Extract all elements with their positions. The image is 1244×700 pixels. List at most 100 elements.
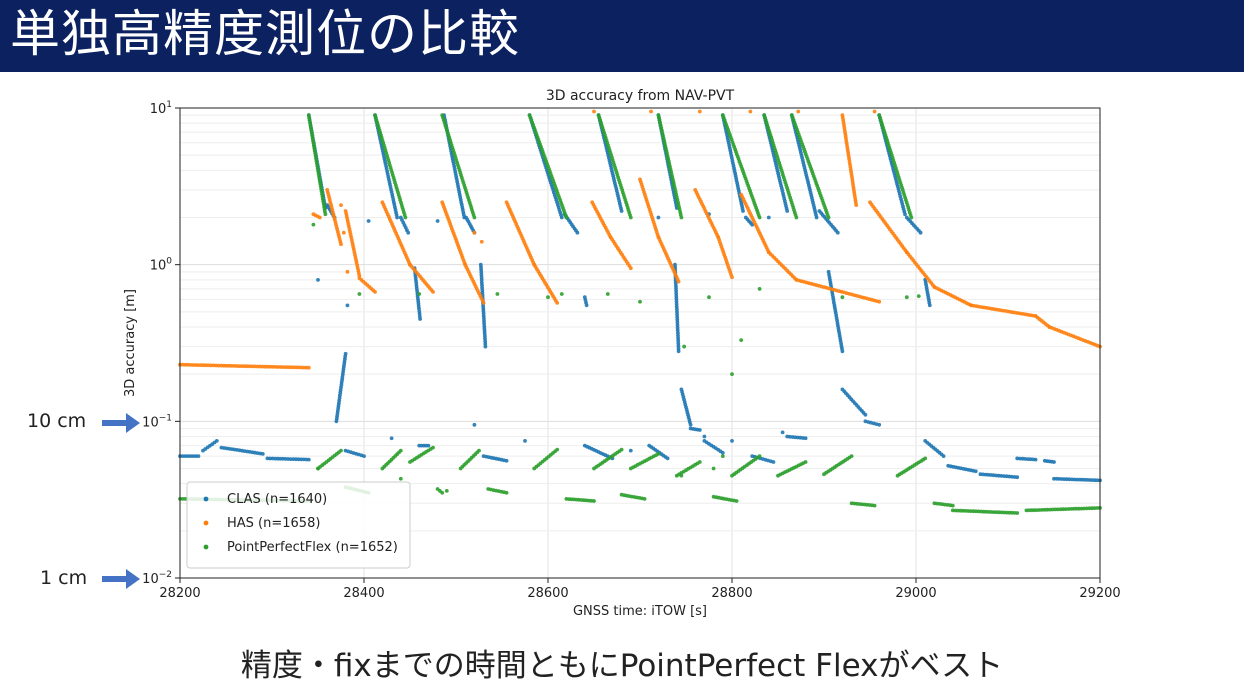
data-point bbox=[849, 454, 854, 458]
data-point bbox=[366, 219, 371, 223]
data-point bbox=[679, 473, 684, 478]
data-point bbox=[196, 363, 200, 367]
data-point bbox=[306, 365, 311, 370]
data-point bbox=[787, 434, 792, 439]
data-point bbox=[294, 365, 298, 370]
data-point bbox=[209, 363, 213, 368]
data-point bbox=[674, 291, 679, 296]
data-point bbox=[339, 242, 343, 247]
data-point bbox=[814, 215, 819, 220]
plot-frame bbox=[179, 107, 1101, 579]
data-point bbox=[431, 290, 435, 294]
data-point bbox=[741, 209, 745, 213]
axis-ticks: 28200 28400 28600 28800 29000 29200 101 100 10−1… bbox=[142, 100, 1121, 601]
legend-marker bbox=[203, 520, 209, 526]
data-point bbox=[1028, 457, 1033, 462]
data-point bbox=[734, 499, 739, 503]
data-point bbox=[472, 422, 477, 427]
data-point bbox=[766, 215, 771, 220]
data-point bbox=[1033, 457, 1038, 462]
data-point bbox=[268, 456, 272, 461]
data-point bbox=[1010, 474, 1014, 479]
data-point bbox=[191, 454, 195, 458]
data-point bbox=[673, 281, 678, 285]
data-point bbox=[242, 364, 247, 369]
data-point bbox=[1037, 508, 1042, 512]
data-point bbox=[707, 295, 711, 300]
data-point bbox=[642, 497, 647, 501]
data-point bbox=[479, 239, 484, 244]
data-point bbox=[863, 412, 868, 417]
data-point bbox=[255, 364, 260, 369]
data-point bbox=[1029, 508, 1034, 513]
y-tick-label: 100 bbox=[150, 257, 173, 274]
data-point bbox=[477, 448, 481, 453]
data-point bbox=[444, 488, 449, 493]
data-point bbox=[180, 497, 185, 501]
data-point bbox=[584, 303, 589, 308]
slide-title: 単独高精度測位の比較 bbox=[10, 5, 520, 63]
data-point bbox=[676, 279, 681, 284]
data-point bbox=[214, 439, 219, 443]
x-axis-label: GNSS time: iTOW [s] bbox=[573, 604, 707, 619]
data-point bbox=[341, 230, 346, 235]
data-point bbox=[720, 454, 725, 458]
data-point bbox=[803, 460, 808, 464]
x-tick-label: 28600 bbox=[527, 586, 568, 601]
data-point bbox=[697, 428, 702, 432]
data-point bbox=[403, 215, 408, 220]
data-point bbox=[193, 454, 198, 458]
data-point bbox=[1052, 476, 1056, 481]
data-point bbox=[186, 454, 190, 458]
legend-marker bbox=[203, 544, 209, 550]
data-point bbox=[628, 448, 633, 453]
data-point bbox=[840, 349, 845, 354]
x-tick-label: 28400 bbox=[343, 586, 384, 601]
data-point bbox=[559, 215, 564, 220]
data-point bbox=[483, 344, 488, 349]
data-point bbox=[188, 454, 193, 458]
data-point bbox=[1045, 507, 1050, 512]
data-point bbox=[638, 299, 642, 304]
data-point bbox=[973, 469, 978, 474]
data-point bbox=[720, 450, 725, 455]
data-point bbox=[357, 292, 362, 296]
data-point bbox=[1053, 507, 1058, 512]
data-point bbox=[180, 454, 185, 458]
data-point bbox=[840, 295, 845, 300]
data-point bbox=[504, 458, 509, 463]
data-point bbox=[702, 434, 707, 439]
data-point bbox=[431, 445, 435, 450]
data-point bbox=[389, 436, 394, 441]
data-point bbox=[1015, 475, 1020, 480]
data-point bbox=[398, 476, 403, 481]
data-point bbox=[803, 436, 808, 441]
data-point bbox=[730, 439, 734, 443]
data-point bbox=[263, 364, 267, 369]
data-point bbox=[909, 215, 914, 220]
data-point bbox=[306, 457, 311, 462]
data-point bbox=[1056, 507, 1060, 512]
data-point bbox=[854, 203, 859, 207]
data-point bbox=[495, 292, 500, 296]
data-point bbox=[923, 456, 928, 461]
data-point bbox=[523, 439, 527, 443]
data-point bbox=[1092, 506, 1097, 510]
accuracy-chart: 28200 28400 28600 28800 29000 29200 101 100 10−1… bbox=[123, 88, 1121, 619]
data-point bbox=[555, 447, 560, 452]
data-point bbox=[628, 266, 633, 271]
arrow-10cm-icon bbox=[102, 413, 140, 433]
data-point bbox=[472, 230, 477, 235]
data-point bbox=[950, 503, 955, 508]
x-tick-label: 29000 bbox=[895, 586, 936, 601]
legend-label: CLAS (n=1640) bbox=[227, 492, 327, 507]
data-point bbox=[592, 499, 596, 503]
data-point bbox=[872, 503, 877, 508]
data-point bbox=[697, 109, 702, 114]
data-point bbox=[697, 460, 702, 464]
x-tick-label: 29200 bbox=[1079, 586, 1120, 601]
data-point bbox=[794, 215, 799, 220]
data-point bbox=[1052, 460, 1056, 464]
data-point bbox=[288, 457, 293, 461]
legend-box bbox=[186, 481, 411, 569]
